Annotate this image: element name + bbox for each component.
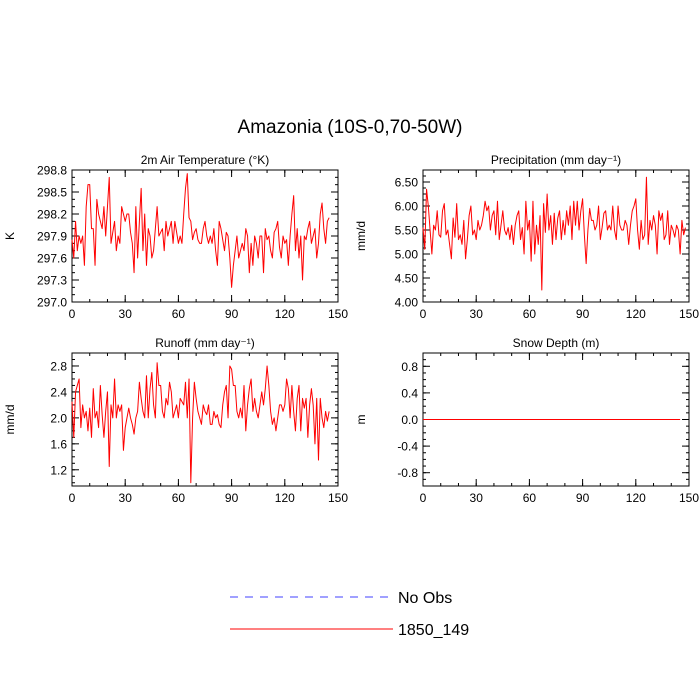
y-tick-label: 2.4 <box>50 385 67 399</box>
x-tick-label: 60 <box>172 491 186 505</box>
x-tick-label: 90 <box>576 307 590 321</box>
x-tick-label: 60 <box>523 491 537 505</box>
panels-group: 2m Air Temperature (°K) K 0 30 60 90 120 150 297… <box>3 153 699 505</box>
x-tick-label: 30 <box>470 491 484 505</box>
plot-frame <box>71 352 339 487</box>
x-tick-label: 0 <box>69 491 76 505</box>
legend: No Obs 1850_149 <box>230 590 469 639</box>
y-tick-label: 297.3 <box>37 274 67 288</box>
x-tick-label: 120 <box>275 491 295 505</box>
y-tick-label: 4.00 <box>395 296 419 310</box>
y-tick-label: -0.8 <box>397 466 418 480</box>
y-tick-label: 0.0 <box>401 413 418 427</box>
x-tick-label: 30 <box>119 491 133 505</box>
y-tick-label: 298.5 <box>37 186 67 200</box>
x-tick-label: 150 <box>328 491 348 505</box>
y-tick-label: 298.8 <box>37 164 67 178</box>
y-tick-label: 4.50 <box>395 272 419 286</box>
y-tick-label: 298.2 <box>37 208 67 222</box>
y-tick-label: 5.00 <box>395 248 419 262</box>
x-tick-label: 120 <box>275 307 295 321</box>
x-tick-label: 90 <box>225 491 239 505</box>
y-tick-label: 297.6 <box>37 252 67 266</box>
series-line-1850_149 <box>71 362 330 484</box>
x-tick-label: 30 <box>119 307 133 321</box>
y-axis-label: m <box>354 415 368 425</box>
panel-title: 2m Air Temperature (°K) <box>141 153 270 167</box>
x-tick-label: 0 <box>420 307 427 321</box>
y-tick-label: 1.2 <box>50 463 67 477</box>
x-tick-label: 60 <box>172 307 186 321</box>
y-tick-label: 2.0 <box>50 411 67 425</box>
panel-title: Snow Depth (m) <box>513 336 600 350</box>
chart-panel-2: Precipitation (mm day⁻¹) mm/d 0 30 60 90 120 15… <box>354 153 699 321</box>
panel-title: Precipitation (mm day⁻¹) <box>491 153 621 167</box>
chart-panel-3: Runoff (mm day⁻¹) mm/d 0 30 60 90 120 150 1.2 1.6… <box>3 336 348 505</box>
x-tick-label: 30 <box>470 307 484 321</box>
panel-title: Runoff (mm day⁻¹) <box>155 336 254 350</box>
figure-title: Amazonia (10S-0,70-50W) <box>238 117 463 138</box>
y-tick-label: 297.9 <box>37 230 67 244</box>
y-tick-label: 297.0 <box>37 296 67 310</box>
x-tick-label: 150 <box>328 307 348 321</box>
y-tick-label: 0.8 <box>401 360 418 374</box>
legend-label-1: No Obs <box>398 590 452 607</box>
x-tick-label: 90 <box>576 491 590 505</box>
x-tick-label: 150 <box>679 307 699 321</box>
series-line-1850_149 <box>422 176 686 291</box>
y-axis-label: mm/d <box>3 405 17 435</box>
x-tick-label: 90 <box>225 307 239 321</box>
x-tick-label: 120 <box>626 491 646 505</box>
chart-panel-1: 2m Air Temperature (°K) K 0 30 60 90 120 150 297… <box>3 153 348 321</box>
x-tick-label: 150 <box>679 491 699 505</box>
x-tick-label: 60 <box>523 307 537 321</box>
legend-label-2: 1850_149 <box>398 622 469 639</box>
y-tick-label: 1.6 <box>50 437 67 451</box>
chart-panel-4: Snow Depth (m) m 0 30 60 90 120 150 -0.8 -0.4 0.0 0… <box>354 336 699 505</box>
y-axis-label: K <box>3 232 17 240</box>
y-tick-label: 5.50 <box>395 224 419 238</box>
x-tick-label: 120 <box>626 307 646 321</box>
x-tick-label: 0 <box>420 491 427 505</box>
y-tick-label: 6.00 <box>395 200 419 214</box>
y-axis-label: mm/d <box>354 221 368 251</box>
y-tick-label: -0.4 <box>397 440 418 454</box>
y-tick-label: 2.8 <box>50 359 67 373</box>
x-tick-label: 0 <box>69 307 76 321</box>
y-tick-label: 6.50 <box>395 176 419 190</box>
series-line-1850_149 <box>71 173 330 288</box>
y-tick-label: 0.4 <box>401 386 418 400</box>
